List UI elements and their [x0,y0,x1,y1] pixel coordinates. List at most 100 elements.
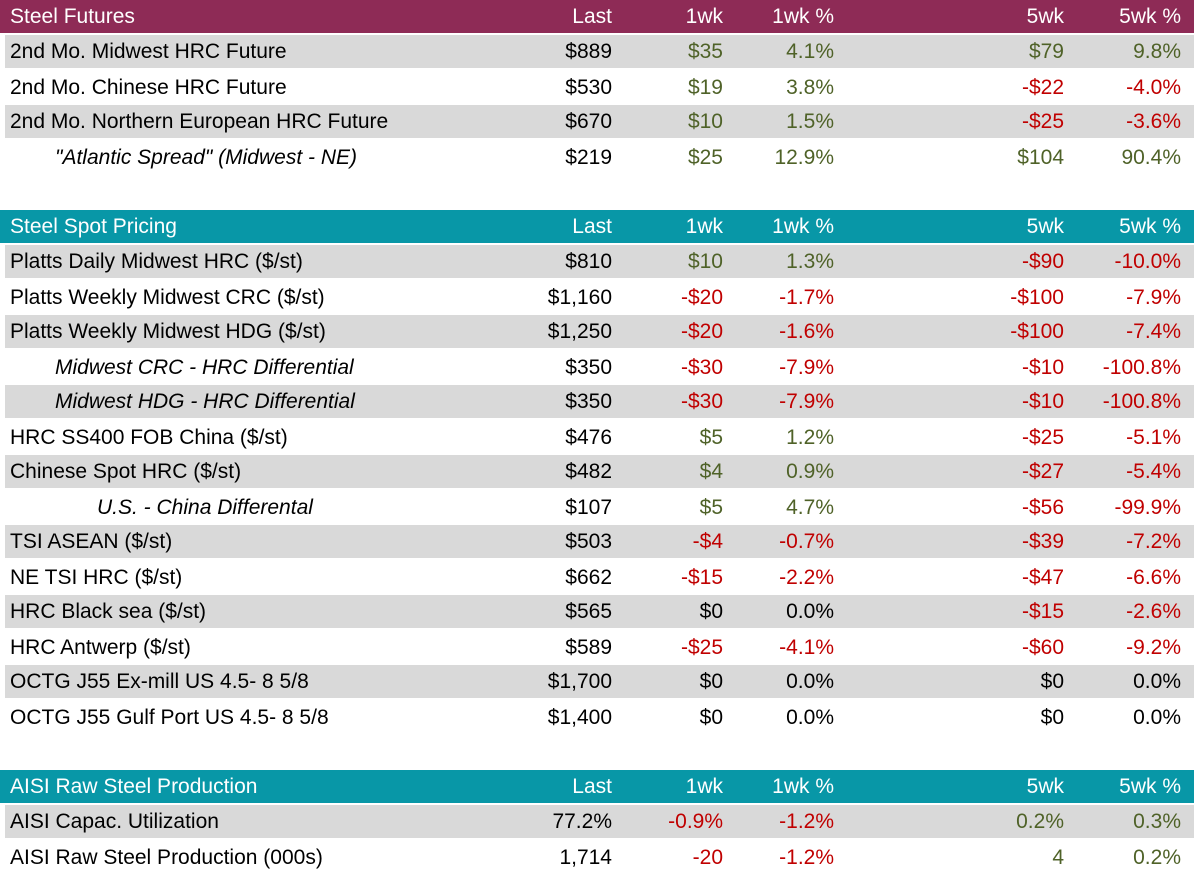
table-row: 2nd Mo. Midwest HRC Future $889 $35 4.1% $79… [0,35,1194,70]
cell-5wk-pct: -10.0% [1114,250,1181,273]
column-header-1wk: 1wk [685,5,723,28]
row-body: HRC Antwerp ($/st) $589 -$25 -4.1% -$60 -9.2% [5,630,1194,665]
cell-last: $1,160 [547,286,612,309]
cell-5wk-pct: 0.2% [1133,846,1181,869]
cell-last: $350 [565,356,612,379]
cell-5wk-pct: -5.4% [1126,460,1181,483]
cell-1wk-pct: 0.0% [786,706,834,729]
cell-5wk-pct: 0.0% [1133,706,1181,729]
cell-5wk-pct: 0.0% [1133,670,1181,693]
row-body: AISI Capac. Utilization 77.2% -0.9% -1.2% 0.… [5,805,1194,840]
cell-1wk: -$4 [692,530,723,553]
cell-last: $530 [565,76,612,99]
cell-last: $219 [565,146,612,169]
row-body: Midwest CRC - HRC Differential $350 -$30 -7… [5,350,1194,385]
cell-5wk: -$90 [1021,250,1064,273]
row-gutter [0,490,5,525]
cell-1wk-pct: -1.2% [779,846,834,869]
cell-1wk: $35 [687,40,723,63]
table-row: AISI Capac. Utilization 77.2% -0.9% -1.2% 0.… [0,805,1194,840]
cell-1wk: -$20 [680,286,723,309]
cell-5wk-pct: 0.3% [1133,810,1181,833]
cell-5wk: $0 [1040,706,1064,729]
row-label: OCTG J55 Ex-mill US 4.5- 8 5/8 [10,670,309,693]
row-gutter [0,385,5,420]
row-label: 2nd Mo. Chinese HRC Future [10,76,287,99]
section-title: Steel Futures [10,5,135,28]
cell-1wk-pct: 3.8% [786,76,834,99]
section-title: AISI Raw Steel Production [10,775,258,798]
column-header-1wk-pct: 1wk % [772,5,834,28]
column-header-5wk: 5wk [1026,5,1064,28]
row-label: NE TSI HRC ($/st) [10,566,183,589]
cell-1wk: $10 [687,250,723,273]
cell-5wk-pct: -3.6% [1126,110,1181,133]
cell-5wk-pct: -5.1% [1126,426,1181,449]
row-gutter [0,595,5,630]
row-label: OCTG J55 Gulf Port US 4.5- 8 5/8 [10,706,329,729]
column-header-1wk-pct: 1wk % [772,215,834,238]
row-label: TSI ASEAN ($/st) [10,530,173,553]
table-row: AISI Raw Steel Production (000s) 1,714 -20… [0,840,1194,875]
row-gutter [0,245,5,280]
cell-1wk: $4 [699,460,723,483]
row-gutter [0,560,5,595]
cell-1wk: $0 [699,600,723,623]
cell-1wk: $5 [699,496,723,519]
cell-5wk-pct: -7.4% [1126,320,1181,343]
row-label: HRC Black sea ($/st) [10,600,207,623]
cell-1wk-pct: 0.0% [786,600,834,623]
cell-last: $476 [565,426,612,449]
table-row: Platts Weekly Midwest CRC ($/st) $1,160 -$… [0,280,1194,315]
table-row: 2nd Mo. Chinese HRC Future $530 $19 3.8% -$2… [0,70,1194,105]
cell-1wk-pct: 1.3% [786,250,834,273]
table-row: 2nd Mo. Northern European HRC Future $670… [0,105,1194,140]
row-gutter [0,420,5,455]
section-header-steel-spot-pricing: Steel Spot Pricing Last 1wk 1wk % 5wk 5wk % [0,210,1194,245]
cell-5wk: -$22 [1021,76,1064,99]
column-header-last: Last [572,215,612,238]
cell-1wk-pct: 1.5% [786,110,834,133]
cell-1wk-pct: -1.2% [779,810,834,833]
row-gutter [0,805,5,840]
table-row: OCTG J55 Gulf Port US 4.5- 8 5/8 $1,400 $0… [0,700,1194,735]
table-row: HRC Antwerp ($/st) $589 -$25 -4.1% -$60 -9.2% [0,630,1194,665]
cell-5wk: -$47 [1021,566,1064,589]
cell-last: $889 [565,40,612,63]
cell-1wk-pct: 4.1% [786,40,834,63]
table-row: TSI ASEAN ($/st) $503 -$4 -0.7% -$39 -7.2% [0,525,1194,560]
row-body: OCTG J55 Ex-mill US 4.5- 8 5/8 $1,700 $0 0.… [5,665,1194,700]
cell-last: $107 [565,496,612,519]
row-gutter [0,105,5,140]
cell-1wk-pct: -2.2% [779,566,834,589]
cell-5wk-pct: 90.4% [1121,146,1181,169]
column-header-1wk: 1wk [685,775,723,798]
cell-last: $662 [565,566,612,589]
table-row: NE TSI HRC ($/st) $662 -$15 -2.2% -$47 -6.6% [0,560,1194,595]
cell-1wk: $10 [687,110,723,133]
cell-1wk: -$30 [680,390,723,413]
row-label: HRC SS400 FOB China ($/st) [10,426,288,449]
column-header-last: Last [572,5,612,28]
row-gutter [0,630,5,665]
cell-1wk: $0 [699,670,723,693]
table-row: HRC SS400 FOB China ($/st) $476 $5 1.2% -$25… [0,420,1194,455]
cell-5wk: -$100 [1010,320,1064,343]
cell-5wk: -$27 [1021,460,1064,483]
cell-5wk: -$56 [1021,496,1064,519]
table-row: HRC Black sea ($/st) $565 $0 0.0% -$15 -2.6% [0,595,1194,630]
cell-1wk: -$25 [680,636,723,659]
row-label: Platts Daily Midwest HRC ($/st) [10,250,303,273]
cell-1wk-pct: -7.9% [779,390,834,413]
row-label: 2nd Mo. Midwest HRC Future [10,40,287,63]
cell-5wk-pct: -4.0% [1126,76,1181,99]
row-gutter [0,840,5,875]
row-gutter [0,70,5,105]
cell-1wk: -$20 [680,320,723,343]
section-title: Steel Spot Pricing [10,215,177,238]
row-gutter [0,700,5,735]
table-row: Platts Weekly Midwest HDG ($/st) $1,250 -$… [0,315,1194,350]
column-header-5wk-pct: 5wk % [1119,215,1181,238]
row-body: 2nd Mo. Chinese HRC Future $530 $19 3.8% -$2… [5,70,1194,105]
column-header-5wk-pct: 5wk % [1119,775,1181,798]
